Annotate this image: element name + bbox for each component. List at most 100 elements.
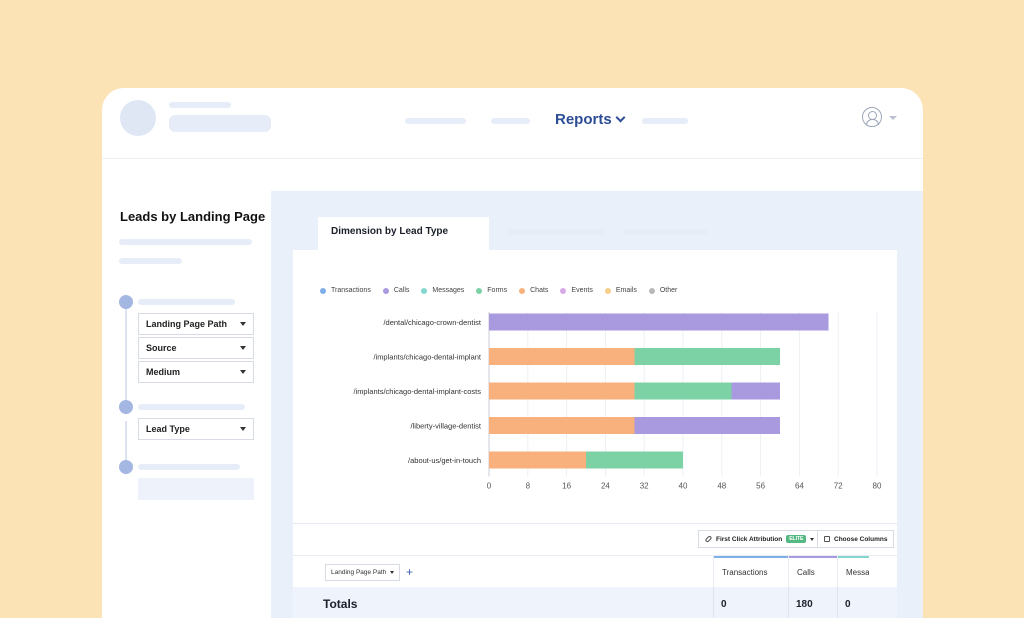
caret-down-icon	[810, 537, 815, 541]
column-header-transactions[interactable]: Transactions	[713, 556, 788, 588]
title-placeholder	[169, 102, 231, 108]
x-tick-label: 64	[795, 482, 804, 491]
totals-value-calls: 180	[796, 599, 813, 610]
x-tick-label: 56	[756, 482, 765, 491]
bar-segment-chats[interactable]	[489, 382, 635, 400]
tab-placeholder[interactable]	[622, 229, 708, 235]
app-window: Reports Leads by Landing Page Landing Pa…	[102, 88, 923, 618]
legend-label: Events	[571, 287, 593, 294]
legend-item[interactable]: Transactions	[320, 287, 371, 294]
legend-dot-icon	[421, 287, 428, 294]
chart-legend: Transactions Calls Messages Forms Chats Event…	[320, 287, 677, 294]
tab-dimension-by-lead-type[interactable]: Dimension by Lead Type	[318, 217, 489, 251]
dimension-select[interactable]: Landing Page Path	[325, 564, 401, 581]
choose-columns-button[interactable]: Choose Columns	[817, 530, 895, 548]
top-header: Reports	[102, 88, 923, 158]
legend-dot-icon	[604, 287, 611, 294]
y-category-label: /about-us/get-in-touch	[408, 456, 481, 465]
dimension-dropdown-lead-type[interactable]: Lead Type	[138, 418, 254, 440]
header-divider	[102, 158, 923, 159]
link-icon	[704, 535, 713, 543]
caret-down-icon	[240, 370, 246, 374]
legend-dot-icon	[519, 287, 526, 294]
bar-segment-chats[interactable]	[489, 451, 586, 469]
legend-item[interactable]: Events	[560, 287, 593, 294]
x-tick-label: 8	[526, 482, 531, 491]
caret-down-icon	[390, 571, 395, 574]
dropdown-label: Source	[146, 343, 177, 353]
nav-item-placeholder[interactable]	[491, 118, 530, 124]
legend-label: Messages	[432, 287, 465, 294]
column-header-label: Transactions	[722, 568, 768, 577]
chevron-down-icon	[615, 112, 626, 123]
x-tick-label: 0	[487, 482, 492, 491]
legend-item[interactable]: Messages	[421, 287, 464, 294]
bar-segment-forms[interactable]	[586, 451, 683, 469]
dimension-select-label: Landing Page Path	[331, 569, 387, 576]
legend-label: Forms	[487, 287, 508, 294]
dimension-dropdown-source[interactable]: Source	[138, 337, 254, 359]
caret-down-icon	[240, 346, 246, 350]
legend-dot-icon	[560, 287, 567, 294]
subtitle-placeholder	[169, 115, 271, 132]
legend-label: Chats	[530, 287, 549, 294]
step-2-label-placeholder	[138, 404, 245, 410]
step-1-label-placeholder	[138, 299, 235, 305]
step-3-label-placeholder	[138, 464, 240, 470]
legend-label: Transactions	[331, 287, 371, 294]
logo-placeholder	[120, 100, 156, 136]
caret-down-icon	[240, 322, 246, 326]
tab-placeholder[interactable]	[506, 229, 605, 235]
legend-item[interactable]: Chats	[519, 287, 548, 294]
nav-item-placeholder[interactable]	[405, 118, 466, 124]
dropdown-label: Lead Type	[146, 424, 190, 434]
reports-nav-label: Reports	[555, 111, 612, 128]
legend-item[interactable]: Other	[648, 287, 677, 294]
x-tick-label: 48	[717, 482, 726, 491]
legend-item[interactable]: Forms	[476, 287, 507, 294]
step-3-input[interactable]	[138, 478, 254, 500]
bar-segment-calls[interactable]	[731, 382, 781, 400]
column-header-calls[interactable]: Calls	[788, 556, 837, 588]
reports-nav-menu[interactable]: Reports	[555, 111, 626, 128]
bar-segment-chats[interactable]	[489, 348, 635, 365]
totals-column-divider	[713, 587, 714, 618]
elite-badge: ELITE	[786, 535, 807, 543]
legend-item[interactable]: Calls	[382, 287, 410, 294]
dimension-dropdown-medium[interactable]: Medium	[138, 361, 254, 383]
dimension-dropdown-landing-page-path[interactable]: Landing Page Path	[138, 313, 254, 335]
totals-label: Totals	[323, 597, 358, 611]
sidebar-title: Leads by Landing Page	[120, 209, 266, 224]
choose-columns-label: Choose Columns	[834, 535, 888, 543]
user-circle-icon[interactable]	[862, 107, 882, 127]
x-tick-label: 16	[562, 482, 571, 491]
legend-dot-icon	[648, 287, 655, 294]
legend-label: Emails	[615, 287, 637, 294]
totals-value-transactions: 0	[721, 599, 727, 610]
caret-down-icon[interactable]	[889, 116, 897, 120]
column-header-messages[interactable]: Messages	[837, 556, 869, 588]
bar-segment-calls[interactable]	[489, 313, 829, 331]
y-category-label: /implants/chicago-dental-implant	[373, 353, 481, 362]
bar-segment-calls[interactable]	[634, 417, 781, 434]
totals-column-divider	[788, 587, 789, 618]
bar-segment-forms[interactable]	[634, 382, 732, 400]
legend-item[interactable]: Emails	[604, 287, 637, 294]
table-header-row: Landing Page Path + Transactions Calls Mes…	[293, 555, 897, 588]
attribution-label: First Click Attribution	[716, 535, 783, 543]
first-click-attribution-button[interactable]: First Click Attribution ELITE	[698, 530, 822, 548]
totals-row: Totals 0 180 0	[293, 587, 897, 618]
column-color-bar	[714, 556, 788, 558]
legend-label: Calls	[393, 287, 410, 294]
main-panel: Dimension by Lead Type Transactions Calls…	[271, 191, 923, 618]
totals-value-messages: 0	[845, 599, 851, 610]
columns-icon	[824, 536, 830, 542]
add-dimension-button[interactable]: +	[405, 565, 413, 579]
stacked-bar-chart: 0 8 16 24 32 40 48 56 64 72 80/dental/chicago-crow…	[353, 312, 882, 491]
legend-dot-icon	[476, 287, 483, 294]
nav-item-placeholder[interactable]	[642, 118, 688, 124]
description-placeholder	[119, 258, 182, 264]
bar-segment-chats[interactable]	[489, 417, 635, 434]
step-2-marker	[119, 400, 133, 414]
bar-segment-forms[interactable]	[634, 348, 781, 365]
